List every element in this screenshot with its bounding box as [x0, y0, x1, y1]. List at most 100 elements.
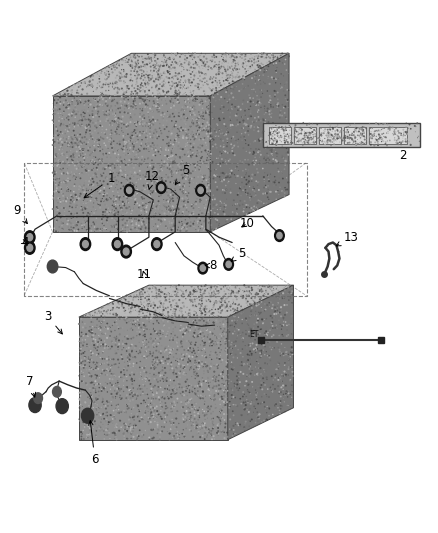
Point — [357, 130, 364, 138]
Point — [129, 206, 136, 214]
Point — [99, 398, 106, 407]
Point — [178, 202, 185, 211]
Point — [212, 395, 219, 403]
Point — [231, 83, 238, 92]
Point — [178, 106, 185, 115]
Circle shape — [82, 240, 88, 248]
Point — [177, 306, 184, 314]
Point — [155, 340, 162, 348]
Point — [160, 300, 167, 308]
Point — [194, 392, 201, 400]
Point — [78, 409, 85, 418]
Point — [280, 372, 287, 380]
Point — [134, 135, 141, 144]
Point — [241, 136, 248, 145]
Point — [188, 147, 195, 155]
Point — [285, 103, 292, 112]
Point — [199, 100, 206, 108]
Point — [213, 334, 220, 343]
Point — [58, 219, 65, 227]
Point — [244, 287, 251, 296]
Point — [104, 431, 111, 439]
Point — [180, 415, 187, 424]
Point — [126, 400, 133, 408]
Point — [98, 369, 105, 378]
Point — [240, 204, 247, 213]
Point — [228, 425, 235, 434]
Point — [84, 197, 91, 206]
Point — [199, 64, 206, 72]
Point — [140, 217, 147, 226]
Point — [132, 80, 139, 89]
Point — [100, 80, 107, 88]
Point — [128, 348, 135, 356]
Point — [186, 182, 193, 190]
Point — [392, 130, 399, 139]
Point — [213, 171, 220, 179]
Point — [212, 96, 219, 105]
Point — [174, 288, 181, 297]
Point — [169, 385, 176, 394]
Point — [176, 204, 183, 213]
Point — [186, 383, 193, 391]
Point — [203, 353, 210, 361]
Point — [82, 353, 89, 361]
Point — [201, 180, 208, 189]
Point — [138, 414, 145, 423]
Point — [151, 413, 158, 421]
Point — [138, 52, 145, 61]
Point — [230, 55, 237, 64]
Point — [66, 139, 73, 147]
Point — [196, 68, 203, 77]
Point — [338, 127, 345, 135]
Point — [156, 175, 163, 183]
Point — [83, 168, 90, 176]
Point — [218, 149, 225, 158]
Point — [220, 84, 227, 92]
Point — [239, 410, 246, 419]
Point — [182, 128, 189, 137]
Point — [88, 159, 95, 167]
Point — [321, 134, 328, 143]
Point — [205, 59, 212, 68]
Point — [274, 128, 281, 137]
Point — [259, 135, 266, 143]
Point — [138, 300, 145, 308]
Point — [192, 382, 199, 390]
Point — [257, 353, 264, 361]
Point — [190, 109, 197, 117]
Point — [259, 306, 266, 314]
Point — [129, 388, 136, 397]
Point — [144, 297, 151, 305]
Point — [215, 344, 222, 352]
Point — [252, 307, 259, 316]
Point — [99, 329, 106, 338]
Point — [98, 415, 105, 423]
Point — [348, 128, 355, 137]
Point — [294, 132, 301, 140]
Point — [378, 125, 385, 134]
Point — [55, 181, 62, 189]
Point — [219, 318, 226, 326]
Point — [161, 409, 168, 417]
Point — [244, 190, 251, 199]
Point — [99, 106, 106, 115]
Point — [192, 287, 199, 296]
Point — [167, 429, 174, 438]
Point — [165, 408, 172, 416]
Point — [57, 227, 64, 236]
Point — [74, 145, 81, 154]
Point — [222, 156, 229, 164]
Point — [231, 400, 238, 409]
Point — [162, 359, 170, 368]
Point — [152, 187, 159, 196]
Point — [180, 384, 187, 393]
Point — [185, 189, 192, 197]
Point — [103, 201, 110, 209]
Point — [93, 403, 100, 412]
Point — [178, 60, 185, 69]
Point — [81, 413, 88, 422]
Point — [149, 359, 156, 368]
Point — [99, 420, 106, 429]
Point — [213, 373, 220, 381]
